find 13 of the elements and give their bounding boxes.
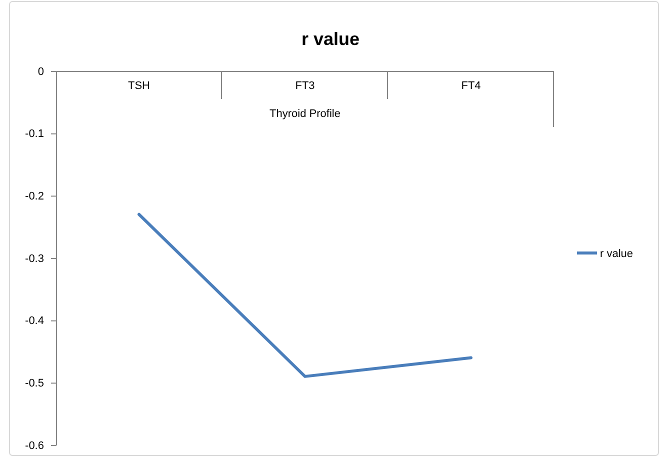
y-tick-label: -0.3 [25, 252, 44, 265]
y-tick-label: -0.4 [25, 315, 44, 328]
legend-label: r value [600, 248, 634, 260]
chart-title: r value [301, 29, 360, 49]
y-tick-label: 0 [38, 66, 44, 78]
y-tick-label: -0.2 [25, 190, 44, 203]
x-tick-label: FT3 [295, 80, 315, 92]
x-tick-label: TSH [128, 80, 150, 92]
y-tick-label: -0.5 [25, 378, 44, 390]
y-tick-label: -0.1 [25, 128, 44, 140]
x-tick-label: FT4 [461, 80, 481, 92]
y-tick-label: -0.6 [25, 440, 44, 452]
x-axis-title: Thyroid Profile [270, 108, 340, 120]
